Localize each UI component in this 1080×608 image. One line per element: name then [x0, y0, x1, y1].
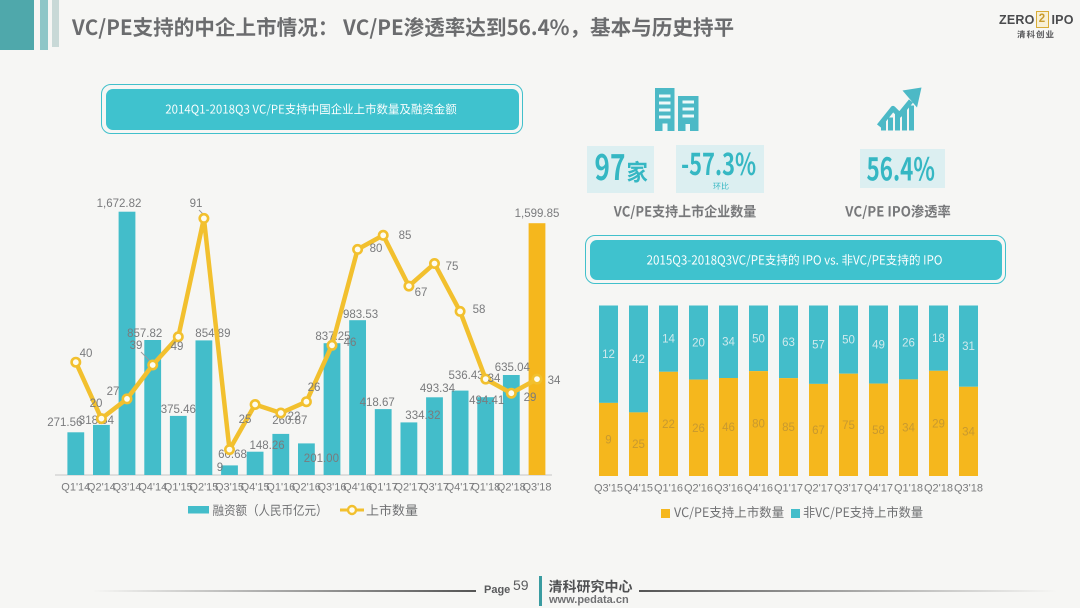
- svg-text:22: 22: [662, 419, 675, 431]
- svg-text:536.43: 536.43: [449, 370, 484, 382]
- svg-text:50: 50: [842, 335, 855, 347]
- svg-text:Q2'14: Q2'14: [87, 482, 116, 494]
- svg-text:34: 34: [722, 337, 735, 349]
- svg-text:26: 26: [692, 423, 705, 435]
- svg-text:Q1'14: Q1'14: [61, 482, 90, 494]
- svg-text:40: 40: [80, 348, 93, 360]
- svg-text:34: 34: [962, 426, 975, 438]
- svg-text:22: 22: [288, 411, 301, 423]
- svg-text:91: 91: [190, 198, 203, 210]
- svg-text:Q3'18: Q3'18: [954, 483, 983, 495]
- svg-text:49: 49: [872, 340, 885, 352]
- svg-text:418.67: 418.67: [360, 397, 395, 409]
- svg-text:Q2'18: Q2'18: [497, 482, 526, 494]
- svg-text:85: 85: [782, 422, 795, 434]
- svg-text:20: 20: [692, 338, 705, 350]
- svg-text:Q4'16: Q4'16: [343, 482, 372, 494]
- svg-text:46: 46: [722, 422, 735, 434]
- svg-text:49: 49: [171, 341, 184, 353]
- svg-text:67: 67: [415, 287, 428, 299]
- svg-text:29: 29: [524, 392, 537, 404]
- svg-text:Q1'15: Q1'15: [164, 482, 193, 494]
- svg-text:26: 26: [308, 382, 321, 394]
- svg-text:Q4'16: Q4'16: [744, 483, 773, 495]
- svg-text:983.53: 983.53: [343, 309, 378, 321]
- svg-text:Q3'17: Q3'17: [834, 483, 863, 495]
- svg-text:Q3'15: Q3'15: [215, 482, 244, 494]
- svg-text:Q2'18: Q2'18: [924, 483, 953, 495]
- svg-text:Q3'16: Q3'16: [714, 483, 743, 495]
- svg-text:9: 9: [605, 435, 611, 447]
- svg-text:Q1'17: Q1'17: [774, 483, 803, 495]
- svg-text:18: 18: [932, 333, 945, 345]
- svg-text:Q1'18: Q1'18: [894, 483, 923, 495]
- svg-text:46: 46: [344, 337, 357, 349]
- svg-text:Q1'18: Q1'18: [471, 482, 500, 494]
- svg-text:1,599.85: 1,599.85: [515, 208, 560, 220]
- svg-text:29: 29: [932, 418, 945, 430]
- svg-text:42: 42: [632, 354, 645, 366]
- svg-text:Q3'14: Q3'14: [112, 482, 141, 494]
- svg-text:493.34: 493.34: [420, 383, 456, 395]
- svg-text:Q4'17: Q4'17: [864, 483, 893, 495]
- svg-text:Q2'16: Q2'16: [684, 483, 713, 495]
- svg-text:80: 80: [370, 243, 383, 255]
- svg-text:494.41: 494.41: [469, 395, 504, 407]
- svg-text:57: 57: [812, 340, 825, 352]
- svg-text:14: 14: [662, 334, 675, 346]
- svg-text:58: 58: [872, 425, 885, 437]
- svg-text:Q2'17: Q2'17: [804, 483, 833, 495]
- svg-text:Q4'15: Q4'15: [624, 483, 653, 495]
- svg-text:334.32: 334.32: [405, 410, 440, 422]
- svg-text:635.04: 635.04: [495, 362, 531, 374]
- svg-text:Q2'17: Q2'17: [394, 482, 423, 494]
- svg-text:Q2'16: Q2'16: [292, 482, 321, 494]
- svg-text:31: 31: [962, 341, 975, 353]
- svg-text:148.26: 148.26: [250, 440, 285, 452]
- svg-text:9: 9: [217, 462, 223, 474]
- svg-text:Q2'15: Q2'15: [189, 482, 218, 494]
- svg-text:85: 85: [399, 230, 412, 242]
- svg-text:Q3'16: Q3'16: [317, 482, 346, 494]
- svg-text:50: 50: [752, 333, 765, 345]
- svg-text:Q4'15: Q4'15: [241, 482, 270, 494]
- svg-text:271.56: 271.56: [47, 417, 82, 429]
- svg-text:1,672.82: 1,672.82: [97, 198, 142, 210]
- svg-text:Q4'17: Q4'17: [446, 482, 475, 494]
- svg-text:20: 20: [90, 398, 103, 410]
- svg-text:854.89: 854.89: [195, 328, 230, 340]
- svg-text:27: 27: [107, 386, 120, 398]
- svg-text:25: 25: [632, 439, 645, 451]
- svg-text:Q1'16: Q1'16: [654, 483, 683, 495]
- svg-text:34: 34: [902, 423, 915, 435]
- svg-text:Q4'14: Q4'14: [138, 482, 167, 494]
- svg-text:63: 63: [782, 337, 795, 349]
- svg-text:857.82: 857.82: [127, 328, 162, 340]
- svg-text:375.46: 375.46: [161, 404, 196, 416]
- svg-text:39: 39: [130, 340, 143, 352]
- svg-text:Q1'17: Q1'17: [369, 482, 398, 494]
- svg-text:Q3'15: Q3'15: [594, 483, 623, 495]
- svg-text:Q1'16: Q1'16: [266, 482, 295, 494]
- svg-text:80: 80: [752, 419, 765, 431]
- svg-text:26: 26: [902, 337, 915, 349]
- svg-text:25: 25: [239, 414, 252, 426]
- svg-text:Q3'18: Q3'18: [522, 482, 551, 494]
- svg-text:67: 67: [812, 425, 825, 437]
- svg-text:75: 75: [842, 420, 855, 432]
- svg-text:34: 34: [488, 373, 501, 385]
- svg-text:34: 34: [548, 375, 561, 387]
- svg-text:201.00: 201.00: [304, 453, 339, 465]
- svg-text:12: 12: [602, 349, 615, 361]
- svg-text:Q3'17: Q3'17: [420, 482, 449, 494]
- svg-text:58: 58: [473, 304, 486, 316]
- svg-text:75: 75: [446, 261, 459, 273]
